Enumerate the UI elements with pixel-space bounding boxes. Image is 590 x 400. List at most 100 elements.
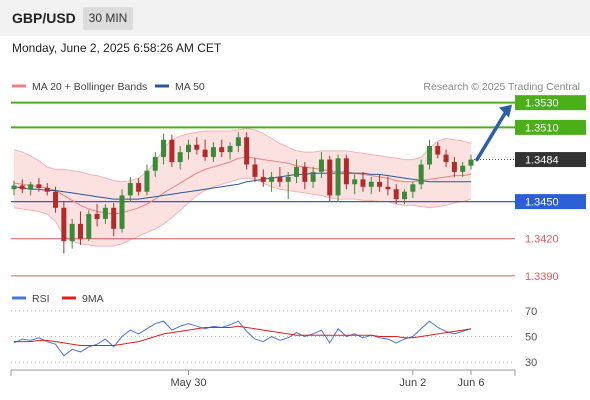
candle: [227, 142, 233, 160]
candle-body: [111, 207, 117, 229]
candle-body: [435, 145, 441, 155]
candle: [418, 159, 424, 190]
candle: [28, 181, 34, 196]
candle: [269, 171, 275, 192]
candle-body: [277, 176, 283, 182]
candle-body: [102, 207, 108, 219]
candle: [161, 133, 167, 165]
candle: [393, 184, 399, 205]
candle: [352, 174, 358, 195]
candle: [294, 159, 300, 184]
candle: [177, 145, 183, 170]
candle-body: [136, 183, 142, 192]
resistance-1-label-box: [515, 95, 586, 111]
candle: [244, 132, 250, 170]
candle-body: [343, 158, 349, 185]
candle-body: [127, 183, 133, 196]
rsi-line: [13, 320, 472, 357]
candle-body: [77, 223, 83, 239]
candle-body: [202, 149, 208, 158]
candle: [102, 204, 108, 224]
candle-body: [227, 145, 233, 153]
candle: [127, 176, 133, 202]
candle-body: [44, 188, 50, 192]
candle: [468, 154, 474, 170]
candle: [385, 176, 391, 196]
candle: [451, 157, 457, 177]
candle: [144, 164, 150, 196]
datetime-label: Monday, June 2, 2025 6:58:26 AM CET: [12, 41, 222, 55]
candle: [94, 204, 100, 227]
candle: [318, 152, 324, 179]
candle: [219, 139, 225, 158]
candle-body: [443, 154, 449, 163]
candle-body: [152, 157, 158, 171]
candle-body: [402, 191, 408, 200]
candle: [210, 142, 216, 163]
x-axis-label: Jun 2: [399, 377, 426, 389]
candle-body: [119, 195, 125, 229]
candle: [277, 166, 283, 187]
candle-body: [418, 164, 424, 185]
candle-body: [335, 158, 341, 196]
candle-body: [460, 165, 466, 172]
candle: [327, 155, 333, 202]
candle-body: [19, 185, 25, 190]
ma20-line: [13, 156, 472, 215]
ma20-legend-label: MA 20 + Bollinger Bands: [32, 81, 147, 93]
candle-body: [294, 166, 300, 177]
candle-body: [86, 213, 92, 239]
current-price-label: 1.3484: [525, 155, 559, 167]
candle-body: [194, 144, 200, 150]
candle: [410, 181, 416, 198]
candle: [61, 201, 67, 254]
candle-body: [285, 176, 291, 182]
candle-body: [94, 213, 100, 219]
candle: [69, 218, 75, 249]
candle-body: [53, 191, 59, 208]
current-price-label-box: [515, 152, 586, 168]
rsi-tick-label: 70: [525, 306, 537, 318]
candle: [152, 152, 158, 177]
timeframe-button[interactable]: 30 MIN: [83, 7, 133, 30]
support-2-label: 1.3390: [525, 271, 559, 283]
candle: [77, 211, 83, 245]
candle: [136, 178, 142, 196]
rsi-legend-label: RSI: [32, 293, 50, 305]
candle-body: [144, 170, 150, 192]
candle-body: [210, 147, 216, 158]
x-axis-label: Jun 6: [458, 377, 485, 389]
candle: [185, 139, 191, 160]
candle-body: [252, 164, 258, 177]
ma50-legend-label: MA 50: [175, 81, 205, 93]
candle: [86, 210, 92, 242]
bollinger-upper-line: [13, 128, 472, 183]
candle-body: [426, 145, 432, 165]
ma50-line: [13, 172, 471, 200]
candle: [19, 179, 25, 193]
candle-body: [393, 189, 399, 200]
chart-header: GBP/USD 30 MIN: [0, 0, 590, 36]
candle: [310, 166, 316, 188]
x-axis-label: May 30: [170, 377, 206, 389]
candle-body: [36, 184, 42, 188]
candle-body: [169, 139, 175, 163]
candle-body: [352, 179, 358, 185]
symbol-title: GBP/USD: [12, 10, 76, 26]
rsi-ma-legend-label: 9MA: [82, 293, 104, 305]
resistance-1-label: 1.3530: [525, 98, 559, 110]
bollinger-band-fill: [14, 128, 471, 247]
pivot-label: 1.3450: [525, 197, 559, 209]
candle-body: [61, 207, 67, 242]
candle: [202, 139, 208, 161]
candle-body: [69, 223, 75, 242]
rsi-ma-line: [14, 325, 472, 346]
candle: [235, 132, 241, 153]
candle-body: [318, 159, 324, 172]
candle: [460, 162, 466, 177]
candle-body: [177, 152, 183, 163]
candle: [443, 149, 449, 167]
candle: [53, 186, 59, 213]
candle: [44, 183, 50, 196]
